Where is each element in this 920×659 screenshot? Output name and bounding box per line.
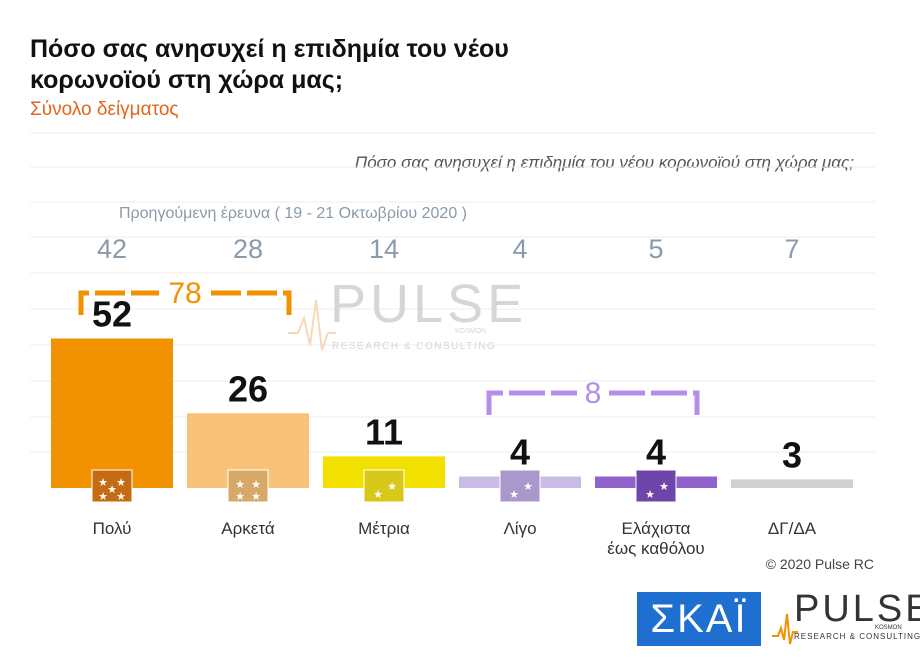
star-badge — [91, 469, 133, 503]
previous-value-label: 4 — [512, 234, 527, 264]
star-badge — [499, 469, 541, 503]
watermark-word: PULSE — [330, 274, 527, 334]
bar-value-label: 3 — [782, 434, 802, 475]
previous-value-label: 7 — [784, 234, 799, 264]
watermark-wave-icon — [288, 299, 336, 351]
star-badge — [363, 469, 405, 503]
star-icon: ★ — [235, 478, 245, 491]
bar-value-label: 4 — [646, 432, 666, 473]
group-bracket-right — [609, 390, 700, 415]
star-badge — [227, 469, 269, 503]
skai-logo: ΣΚΑΪ — [637, 592, 761, 646]
bar-value-label: 26 — [228, 368, 268, 409]
star-icon: ★ — [659, 480, 669, 493]
page-subtitle: Σύνολο δείγματος — [30, 99, 179, 120]
group-bracket-left — [486, 390, 577, 415]
bar-value-label: 4 — [510, 432, 530, 473]
copyright: © 2020 Pulse RC — [765, 556, 874, 572]
group-sum-label: 78 — [168, 277, 201, 310]
star-icon: ★ — [251, 490, 261, 503]
category-label: Μέτρια — [358, 519, 410, 538]
group-sum-label: 8 — [585, 377, 602, 410]
star-icon: ★ — [509, 488, 519, 501]
category-label: έως καθόλου — [607, 539, 704, 558]
bar-value-label: 11 — [365, 411, 403, 452]
star-icon: ★ — [98, 476, 108, 489]
category-label: ΔΓ/ΔΑ — [768, 519, 817, 538]
previous-value-label: 5 — [648, 234, 663, 264]
star-icon: ★ — [373, 488, 383, 501]
watermark-sub: RESEARCH & CONSULTING — [332, 341, 496, 352]
previous-value-label: 28 — [233, 234, 263, 264]
category-label: Λίγο — [503, 519, 536, 538]
bar — [731, 479, 853, 488]
star-icon: ★ — [251, 478, 261, 491]
pulse-logo-word: PULSE — [794, 588, 920, 630]
group-bracket-left — [78, 290, 159, 315]
watermark-small: KOSMON — [455, 328, 486, 335]
star-icon: ★ — [107, 483, 117, 496]
star-icon: ★ — [116, 490, 126, 503]
bar — [51, 338, 173, 488]
category-label: Ελάχιστα — [622, 519, 691, 538]
previous-value-label: 14 — [369, 234, 399, 264]
star-icon: ★ — [235, 490, 245, 503]
bar-value-label: 52 — [92, 294, 132, 335]
page-title: Πόσο σας ανησυχεί η επιδημία του νέου κο… — [30, 35, 509, 94]
pulse-wave-icon — [772, 613, 798, 645]
previous-value-label: 42 — [97, 234, 127, 264]
pulse-logo-small: KOSMON — [875, 625, 902, 631]
star-badge — [635, 469, 677, 503]
pulse-logo-sub: RESEARCH & CONSULTING — [794, 632, 920, 641]
star-icon: ★ — [645, 488, 655, 501]
previous-survey-label: Προηγούμενη έρευνα ( 19 - 21 Οκτωβρίου 2… — [119, 205, 467, 222]
pulse-logo: PULSE KOSMON RESEARCH & CONSULTING — [772, 588, 920, 648]
star-icon: ★ — [387, 480, 397, 493]
star-icon: ★ — [116, 476, 126, 489]
category-label: Αρκετά — [221, 519, 275, 538]
category-label: Πολύ — [93, 519, 132, 538]
group-bracket-right — [211, 290, 292, 315]
star-icon: ★ — [523, 480, 533, 493]
star-icon: ★ — [98, 490, 108, 503]
